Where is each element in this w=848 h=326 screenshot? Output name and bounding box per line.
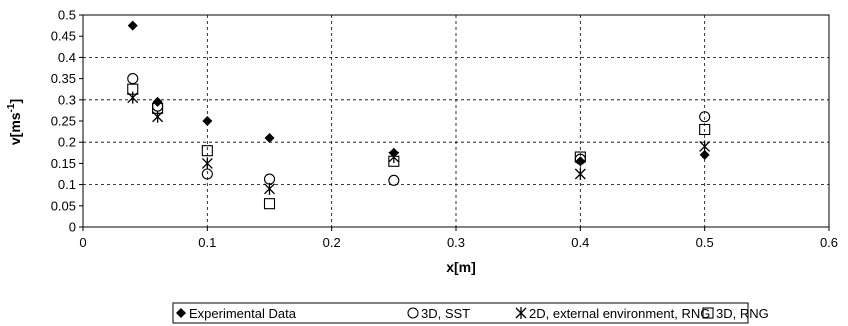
x-tick-label: 0.1 [198, 235, 216, 250]
x-tick-label: 0 [79, 235, 86, 250]
legend-marker-2d-external-environment-rng [515, 307, 527, 319]
y-axis-title-close: ] [7, 99, 23, 104]
point-2d-external-environment-rng [264, 182, 275, 195]
y-tick-label: 0.2 [58, 135, 76, 150]
legend-label-2d-external-environment-rng: 2D, external environment, RNG [529, 306, 710, 321]
legend: Experimental Data 3D, SST 2D, external env… [172, 302, 769, 324]
point-experimental-data [575, 156, 586, 167]
x-axis-title: x[m] [446, 259, 476, 275]
y-tick-label: 0 [69, 220, 76, 235]
legend-marker-3d-sst [407, 307, 419, 319]
legend-label-3d-sst: 3D, SST [421, 306, 470, 321]
point-3d-rng [201, 145, 213, 157]
point-experimental-data [264, 132, 275, 143]
y-tick-label: 0.05 [51, 198, 76, 213]
legend-marker-3d-rng [702, 307, 714, 319]
x-tick-label: 0.2 [323, 235, 341, 250]
x-tick-label: 0.6 [820, 235, 838, 250]
point-experimental-data [127, 20, 138, 31]
x-tick-label: 0.3 [447, 235, 465, 250]
y-tick-label: 0.3 [58, 92, 76, 107]
point-2d-external-environment-rng [152, 110, 164, 123]
x-tick-label: 0.5 [696, 235, 714, 250]
point-3d-sst [263, 173, 276, 185]
y-tick-label: 0.5 [58, 8, 76, 23]
point-experimental-data [388, 147, 399, 158]
point-3d-sst [201, 168, 213, 180]
point-2d-external-environment-rng [574, 168, 586, 180]
y-axis-title: v[ms-1] [6, 99, 23, 145]
y-tick-label: 0.1 [58, 177, 76, 192]
y-tick-label: 0.45 [51, 29, 76, 44]
point-2d-external-environment-rng [127, 91, 139, 104]
y-tick-label: 0.4 [58, 50, 76, 65]
point-3d-sst [388, 174, 400, 186]
y-axis-title-main: v[ms [7, 112, 23, 145]
point-experimental-data [152, 96, 163, 107]
x-axis-ticks: 0 0.1 0.2 0.3 0.4 0.5 0.6 [79, 227, 838, 250]
legend-box [172, 302, 749, 324]
y-axis-title-superscript: -1 [6, 103, 17, 112]
y-tick-label: 0.15 [51, 156, 76, 171]
point-3d-rng [263, 198, 276, 210]
legend-marker-experimental-data [176, 308, 186, 318]
y-axis-ticks: 0 0.05 0.1 0.15 0.2 0.25 0.3 0.35 0.4 0.45 0.5 [51, 8, 83, 235]
y-tick-label: 0.25 [51, 114, 76, 129]
point-2d-external-environment-rng [201, 157, 213, 170]
point-3d-rng [699, 123, 711, 136]
data-points [127, 20, 711, 210]
legend-label-3d-rng: 3D, RNG [716, 306, 769, 321]
grid-lines [83, 15, 829, 227]
legend-label-experimental-data: Experimental Data [189, 306, 297, 321]
point-3d-sst [699, 111, 711, 123]
point-experimental-data [699, 149, 710, 160]
y-tick-label: 0.35 [51, 71, 76, 86]
x-tick-label: 0.4 [571, 235, 589, 250]
point-experimental-data [202, 116, 213, 126]
point-3d-sst [127, 73, 139, 85]
